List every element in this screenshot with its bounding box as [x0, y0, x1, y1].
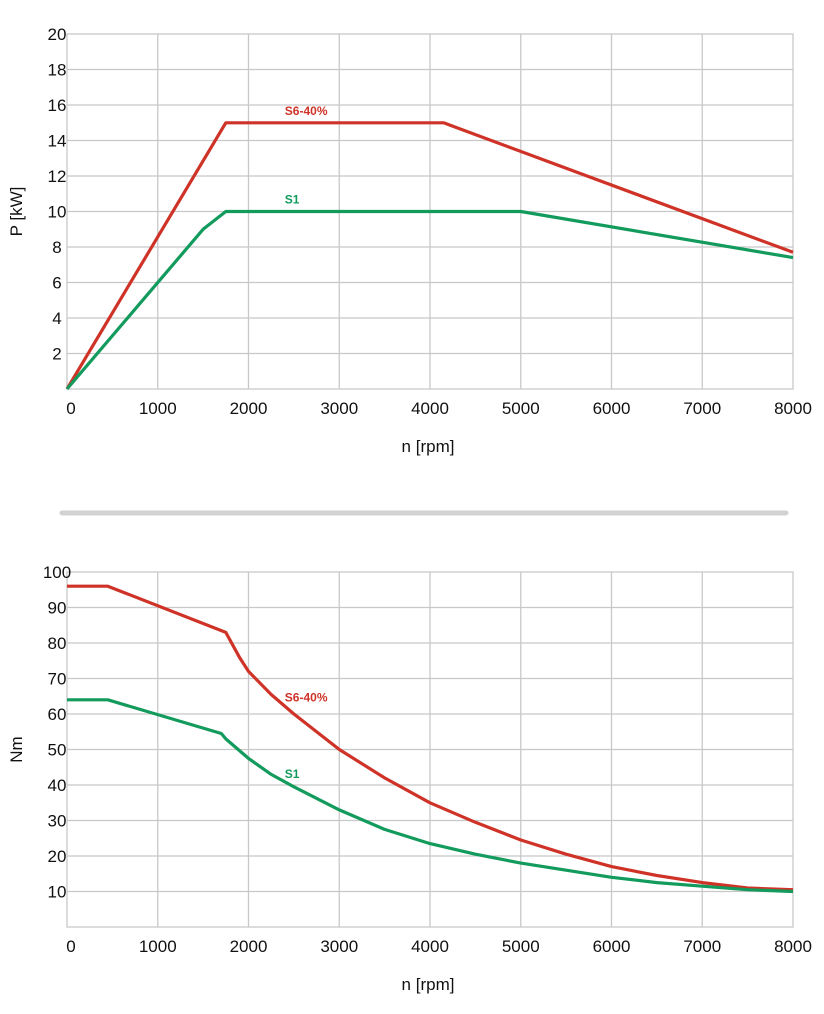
y-tick-label: 70	[48, 670, 67, 689]
x-tick-label: 6000	[593, 937, 631, 956]
plot-frame	[66, 33, 794, 390]
y-axis-title: P [kW]	[7, 187, 26, 237]
x-tick-label: 8000	[774, 399, 812, 418]
x-tick-label: 2000	[230, 399, 268, 418]
series-label-s1: S1	[285, 193, 300, 207]
y-tick-label: 18	[48, 61, 67, 80]
x-tick-label: 7000	[683, 399, 721, 418]
x-tick-label: 8000	[774, 937, 812, 956]
y-tick-label: 20	[48, 25, 67, 44]
x-tick-label: 5000	[502, 399, 540, 418]
y-tick-label: 6	[52, 274, 61, 293]
x-tick-label: 4000	[411, 399, 449, 418]
power-chart: 0 1000 2000 3000 4000 5000 6000 7000 8000 2 4 6 8 10 1…	[7, 25, 812, 456]
series-label-s1: S1	[285, 767, 300, 781]
y-tick-label: 60	[48, 705, 67, 724]
series-label-s6: S6-40%	[285, 691, 328, 705]
series-line-s6	[67, 584, 794, 892]
y-tick-label: 80	[48, 634, 67, 653]
series-line-s1	[67, 698, 794, 894]
y-tick-label: 16	[48, 96, 67, 115]
x-tick-label: 0	[66, 937, 75, 956]
x-tick-label: 3000	[320, 399, 358, 418]
y-tick-label: 12	[48, 167, 67, 186]
y-tick-label: 50	[48, 741, 67, 760]
x-tick-label: 6000	[593, 399, 631, 418]
x-tick-label: 1000	[139, 937, 177, 956]
plot-frame	[66, 571, 794, 928]
y-tick-label: 4	[52, 309, 61, 328]
series-label-s6: S6-40%	[285, 104, 328, 118]
x-tick-label: 0	[66, 399, 75, 418]
x-tick-label: 7000	[683, 937, 721, 956]
y-tick-label: 90	[48, 599, 67, 618]
y-tick-label: 10	[48, 203, 67, 222]
x-tick-label: 3000	[320, 937, 358, 956]
torque-chart: 0 1000 2000 3000 4000 5000 6000 7000 8000 10 20 30 4…	[7, 563, 812, 994]
y-tick-label: 40	[48, 776, 67, 795]
x-tick-label: 1000	[139, 399, 177, 418]
x-tick-label: 5000	[502, 937, 540, 956]
y-axis-title: Nm	[7, 736, 26, 762]
x-axis-title: n [rpm]	[402, 975, 455, 994]
x-tick-label: 2000	[230, 937, 268, 956]
x-tick-label: 4000	[411, 937, 449, 956]
x-axis-title: n [rpm]	[402, 437, 455, 456]
y-tick-label: 30	[48, 812, 67, 831]
y-tick-label: 14	[48, 132, 67, 151]
y-tick-label: 20	[48, 847, 67, 866]
y-tick-label: 2	[52, 345, 61, 364]
y-tick-label: 100	[43, 563, 71, 582]
series-line-s1	[65, 209, 794, 391]
y-tick-label: 10	[48, 883, 67, 902]
y-tick-label: 8	[52, 238, 61, 257]
series-line-s6	[65, 121, 794, 390]
